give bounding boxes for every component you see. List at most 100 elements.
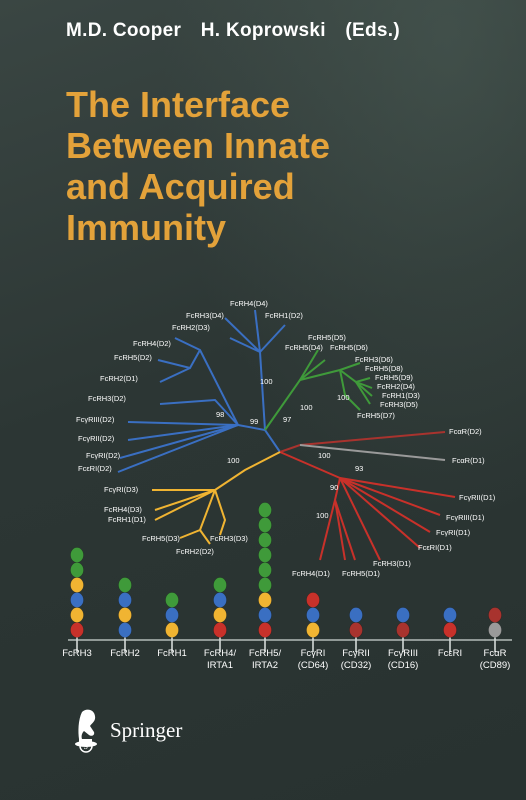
ig-domain — [70, 547, 84, 563]
tree-label: FcεRI(D1) — [418, 543, 452, 552]
receptor-label: (CD32) — [341, 660, 372, 671]
tree-label: FcRH5(D7) — [357, 411, 395, 420]
ig-domain — [488, 607, 502, 623]
tree-label: FcγRIII(D1) — [446, 513, 485, 522]
ig-domain — [213, 577, 227, 593]
tree-orange-clade — [152, 451, 281, 545]
editors-suffix: (Eds.) — [345, 20, 400, 41]
title-line: The Interface — [66, 84, 291, 125]
ig-domain — [70, 592, 84, 608]
ig-domain — [258, 592, 272, 608]
tree-label: FcγRII(D1) — [459, 493, 496, 502]
tree-label: FcRH3(D1) — [373, 559, 411, 568]
tree-label: FcRH1(D2) — [265, 311, 303, 320]
svg-text:S: S — [84, 742, 88, 751]
receptor-label: FcγRII — [342, 648, 369, 659]
tree-label: FcRH4(D4) — [230, 299, 268, 308]
receptor-label: IRTA1 — [207, 660, 233, 671]
receptor-label: FcαR — [484, 648, 507, 659]
tree-label: FcγRIII(D2) — [76, 415, 115, 424]
tree-label: FcαR(D2) — [449, 427, 482, 436]
bootstrap-value: 100 — [318, 451, 331, 460]
ig-domain — [70, 577, 84, 593]
ig-domain — [70, 562, 84, 578]
bootstrap-value: 100 — [260, 377, 273, 386]
tree-label: FcRH1(D3) — [382, 391, 420, 400]
ig-domain — [165, 592, 179, 608]
editor-name: H. Koprowski — [200, 20, 326, 41]
ig-domain — [258, 562, 272, 578]
receptor-label: FcRH2 — [110, 648, 140, 659]
tree-label: FcRH4(D3) — [104, 505, 142, 514]
bootstrap-value: 97 — [283, 415, 291, 424]
bootstrap-value: 100 — [316, 511, 329, 520]
tree-label: FcRH3(D2) — [88, 394, 126, 403]
bootstrap-value: 98 — [216, 410, 224, 419]
editors-line: M.D. Cooper H. Koprowski (Eds.) — [66, 20, 414, 42]
tree-green-clade — [264, 349, 373, 431]
title-line: and Acquired — [66, 166, 295, 207]
receptor-labels: FcRH3 FcRH2 FcRH1 FcRH4/IRTA1 FcRH5/IRTA2 Fcγ… — [62, 648, 510, 671]
receptor-label: FcεRI — [438, 648, 462, 659]
ig-domain — [258, 532, 272, 548]
ig-domain — [306, 592, 320, 608]
ig-domain — [306, 607, 320, 623]
receptor-label: FcRH3 — [62, 648, 92, 659]
tree-label: FcRH5(D5) — [308, 333, 346, 342]
ig-domain — [488, 622, 502, 638]
bootstrap-value: 93 — [355, 464, 363, 473]
tree-label: FcRH2(D1) — [100, 374, 138, 383]
tree-label: FcRH3(D6) — [355, 355, 393, 364]
tree-label: FcγRI(D2) — [86, 451, 121, 460]
receptor-label: (CD64) — [298, 660, 329, 671]
ig-domain — [165, 607, 179, 623]
ig-domain — [118, 592, 132, 608]
bootstrap-value: 100 — [300, 403, 313, 412]
tree-label: FcRH2(D3) — [172, 323, 210, 332]
editor-name: M.D. Cooper — [66, 20, 182, 41]
tree-label: FcRH2(D4) — [377, 382, 415, 391]
ig-domain — [165, 622, 179, 638]
tree-label: FcRH5(D9) — [375, 373, 413, 382]
ig-domain — [118, 607, 132, 623]
bootstrap-value: 100 — [337, 393, 350, 402]
tree-label: FcRH2(D2) — [176, 547, 214, 556]
tree-label: FcγRI(D1) — [436, 528, 471, 537]
tree-label: FcRH3(D3) — [210, 534, 248, 543]
tree-label: FcRH5(D3) — [142, 534, 180, 543]
bootstrap-value: 99 — [250, 417, 258, 426]
receptor-label: FcRH1 — [157, 648, 187, 659]
tree-red-clade — [279, 451, 456, 561]
ig-domain — [443, 622, 457, 638]
tree-label: FcRH5(D2) — [114, 353, 152, 362]
tree-label: FcRH3(D4) — [186, 311, 224, 320]
ig-domain — [349, 622, 363, 638]
ig-domain — [396, 622, 410, 638]
tree-label: FcRH5(D6) — [330, 343, 368, 352]
receptor-label: FcγRIII — [388, 648, 418, 659]
tree-label: FcRH3(D5) — [380, 400, 418, 409]
receptor-label: FcRH5/ — [249, 648, 282, 659]
ig-domain — [213, 622, 227, 638]
ig-domain — [118, 577, 132, 593]
ig-domain — [349, 607, 363, 623]
ig-domain — [213, 592, 227, 608]
bootstrap-value: 100 — [227, 456, 240, 465]
publisher-logo: S Springer — [70, 706, 182, 754]
receptor-label: FcγRI — [301, 648, 326, 659]
ig-domain — [258, 502, 272, 518]
tree-gray-branch — [299, 444, 446, 461]
tree-label: FcRH4(D1) — [292, 569, 330, 578]
tree-blue-clade — [117, 309, 286, 473]
knight-chess-piece-icon: S — [75, 709, 97, 753]
tree-label: FcRH5(D8) — [365, 364, 403, 373]
ig-domain — [258, 577, 272, 593]
tree-label: FcRH4(D2) — [133, 339, 171, 348]
tree-label: FcRH1(D1) — [108, 515, 146, 524]
bootstrap-value: 90 — [330, 483, 338, 492]
tree-label: FcεRI(D2) — [78, 464, 112, 473]
tree-label: FcRH5(D4) — [285, 343, 323, 352]
tree-label: FcγRII(D2) — [78, 434, 115, 443]
receptor-label: (CD16) — [388, 660, 419, 671]
